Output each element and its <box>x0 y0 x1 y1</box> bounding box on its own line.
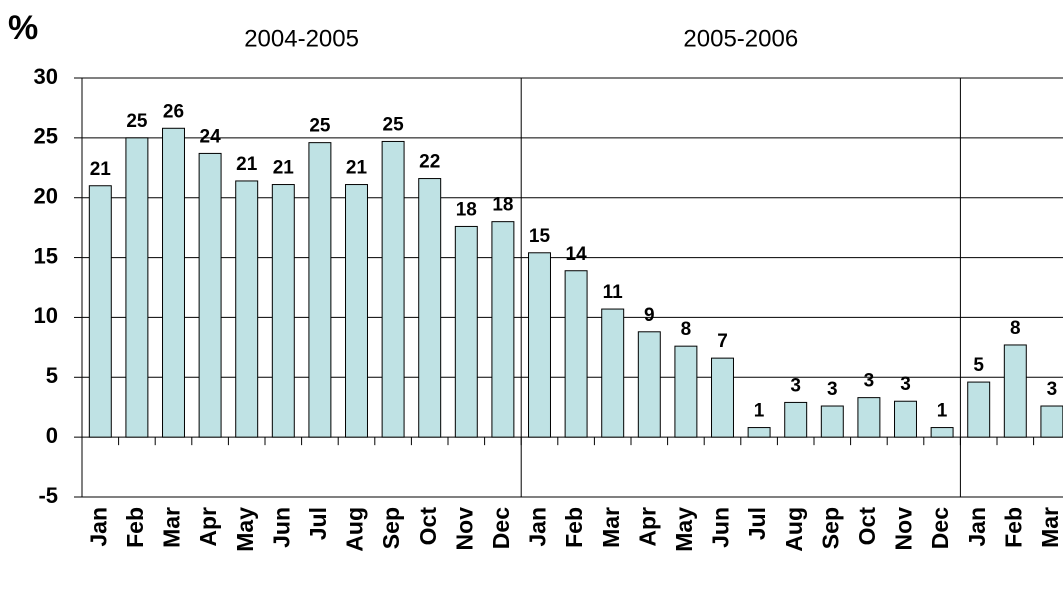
value-label: 5 <box>973 355 984 376</box>
bar <box>637 331 661 438</box>
value-label: 21 <box>273 158 295 179</box>
y-tick-label: -5 <box>38 483 58 508</box>
x-tick-label: Jun <box>268 507 294 548</box>
x-tick-label: Jul <box>744 507 770 540</box>
bar <box>674 345 698 438</box>
value-label: 24 <box>200 126 222 147</box>
bar <box>564 270 588 438</box>
value-label: 25 <box>383 114 405 135</box>
bar <box>491 221 515 438</box>
group-label: 2004-2005 <box>244 25 359 52</box>
bar <box>308 142 332 438</box>
value-label: 3 <box>1047 379 1058 400</box>
value-label: 1 <box>937 401 948 422</box>
x-tick-label: Jan <box>525 507 551 547</box>
x-tick-label: Apr <box>634 507 660 547</box>
bar <box>1003 344 1027 438</box>
x-tick-label: Nov <box>451 507 477 551</box>
x-tick-label: Jun <box>708 507 734 548</box>
bar <box>1040 405 1063 438</box>
x-tick-label: Dec <box>927 507 953 549</box>
bar <box>235 180 259 438</box>
x-tick-label: Feb <box>1000 507 1026 548</box>
value-label: 25 <box>126 111 148 132</box>
y-tick-label: 10 <box>34 303 58 328</box>
y-tick-label: 30 <box>34 64 58 89</box>
x-tick-label: Oct <box>415 507 441 546</box>
bar <box>345 184 368 438</box>
x-tick-label: Feb <box>561 507 587 548</box>
bar <box>820 405 844 438</box>
x-tick-label: Aug <box>342 507 368 552</box>
value-label: 26 <box>163 101 184 122</box>
x-tick-label: May <box>232 507 258 552</box>
y-tick-label: 0 <box>46 423 58 448</box>
bar <box>88 185 112 438</box>
value-label: 21 <box>236 154 258 175</box>
value-label: 7 <box>717 331 728 352</box>
value-label: 15 <box>529 226 551 247</box>
value-label: 3 <box>900 374 911 395</box>
x-tick-label: Jan <box>964 507 990 547</box>
value-label: 25 <box>309 116 331 137</box>
x-tick-label: Nov <box>891 507 917 551</box>
x-tick-label: Oct <box>854 507 880 546</box>
value-label: 1 <box>754 401 765 422</box>
value-label: 21 <box>90 159 112 180</box>
bar <box>601 308 625 438</box>
bar <box>381 140 405 438</box>
value-label: 8 <box>681 319 692 340</box>
bar <box>125 137 149 438</box>
bar <box>271 184 295 438</box>
bar <box>198 152 222 438</box>
x-tick-label: Jan <box>85 507 111 547</box>
value-label: 14 <box>566 244 588 265</box>
x-tick-label: Sep <box>378 507 404 549</box>
x-tick-label: Jul <box>305 507 331 540</box>
bar <box>162 127 185 438</box>
y-tick-label: 5 <box>46 363 58 388</box>
value-label: 8 <box>1010 318 1021 339</box>
bar <box>967 381 991 438</box>
y-axis-label: % <box>8 9 38 47</box>
value-label: 22 <box>419 152 440 173</box>
value-label: 18 <box>492 195 513 216</box>
x-tick-label: Mar <box>598 507 624 548</box>
y-tick-label: 20 <box>34 184 58 209</box>
x-tick-label: Apr <box>195 507 221 547</box>
x-tick-label: Sep <box>817 507 843 549</box>
x-tick-label: Aug <box>781 507 807 552</box>
value-label: 3 <box>790 375 801 396</box>
bar <box>930 427 954 438</box>
x-tick-label: Feb <box>122 507 148 548</box>
x-tick-label: May <box>671 507 697 552</box>
bar <box>418 178 442 438</box>
value-label: 11 <box>603 282 624 303</box>
value-label: 3 <box>827 379 838 400</box>
x-tick-label: Dec <box>488 507 514 549</box>
y-tick-label: 15 <box>34 243 58 268</box>
value-label: 18 <box>456 199 477 220</box>
bar <box>894 400 917 438</box>
x-tick-label: Mar <box>1037 507 1063 548</box>
x-tick-label: Mar <box>159 507 185 548</box>
group-label: 2005-2006 <box>683 25 798 52</box>
bar <box>784 401 808 438</box>
bar <box>711 357 734 438</box>
value-label: 21 <box>346 158 368 179</box>
bar <box>857 397 881 438</box>
y-tick-label: 25 <box>34 124 58 149</box>
bar <box>454 225 478 438</box>
bar <box>528 252 551 438</box>
bar <box>747 427 771 438</box>
value-label: 3 <box>864 371 875 392</box>
value-label: 9 <box>644 305 655 326</box>
